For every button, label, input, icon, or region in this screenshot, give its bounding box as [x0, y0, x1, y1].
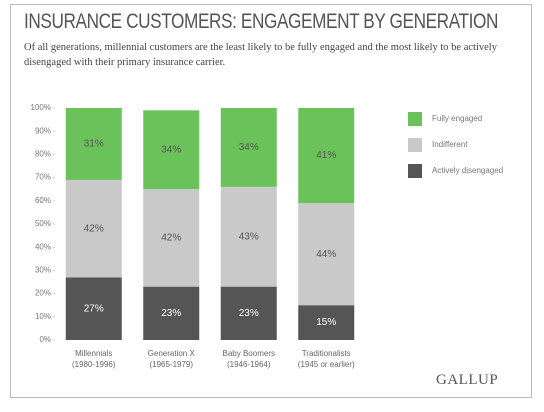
legend-swatch	[408, 138, 422, 152]
chart-subtitle: Of all generations, millennial customers…	[24, 42, 497, 68]
bar-segment	[143, 286, 200, 340]
value-label: 23%	[239, 308, 259, 319]
y-tick-label: 50%	[35, 219, 51, 228]
value-label: 44%	[316, 249, 336, 260]
value-label: 23%	[161, 308, 181, 319]
chart-title: INSURANCE CUSTOMERS: ENGAGEMENT BY GENER…	[24, 10, 498, 33]
bar-segment	[298, 305, 355, 340]
value-label: 42%	[161, 233, 181, 244]
frame	[10, 4, 532, 398]
legend-swatch	[408, 164, 422, 178]
bar-segment	[220, 186, 277, 287]
x-tick-label: Baby Boomers (1946-1964)	[222, 349, 275, 369]
value-label: 15%	[316, 317, 336, 328]
y-tick-label: 60%	[35, 196, 51, 205]
bar-segment	[220, 286, 277, 340]
bar-segment	[65, 179, 122, 278]
bar-segment	[298, 203, 355, 306]
y-tick-label: 70%	[35, 173, 51, 182]
legend-label: Fully engaged	[432, 114, 482, 123]
y-tick-label: 10%	[35, 312, 51, 321]
bar-segment	[298, 108, 355, 204]
y-tick-label: 40%	[35, 242, 51, 251]
value-label: 42%	[84, 223, 104, 234]
legend-label: Indifferent	[432, 140, 468, 149]
value-label: 34%	[239, 142, 259, 153]
value-label: 27%	[84, 303, 104, 314]
value-label: 34%	[161, 144, 181, 155]
value-label: 41%	[316, 150, 336, 161]
legend-label: Actively disengaged	[432, 166, 503, 175]
value-label: 31%	[84, 139, 104, 150]
bar-segment	[65, 277, 122, 340]
y-tick-label: 90%	[35, 126, 51, 135]
y-tick-label: 100%	[31, 103, 51, 112]
bar-segment	[65, 108, 122, 180]
bar-segment	[220, 108, 277, 187]
bar-segment	[143, 189, 200, 287]
value-label: 43%	[239, 231, 259, 242]
y-tick-label: 20%	[35, 289, 51, 298]
y-tick-label: 0%	[39, 335, 51, 344]
bar-segment	[143, 110, 200, 190]
y-tick-label: 30%	[35, 266, 51, 275]
x-tick-label: Generation X (1965-1979)	[147, 349, 195, 369]
legend-swatch	[408, 112, 422, 126]
logo: GALLUP	[436, 372, 499, 388]
x-tick-label: Millennials (1980-1996)	[71, 349, 116, 369]
x-tick-label: Traditionalists (1945 or earlier)	[297, 349, 355, 369]
y-tick-label: 80%	[35, 150, 51, 159]
